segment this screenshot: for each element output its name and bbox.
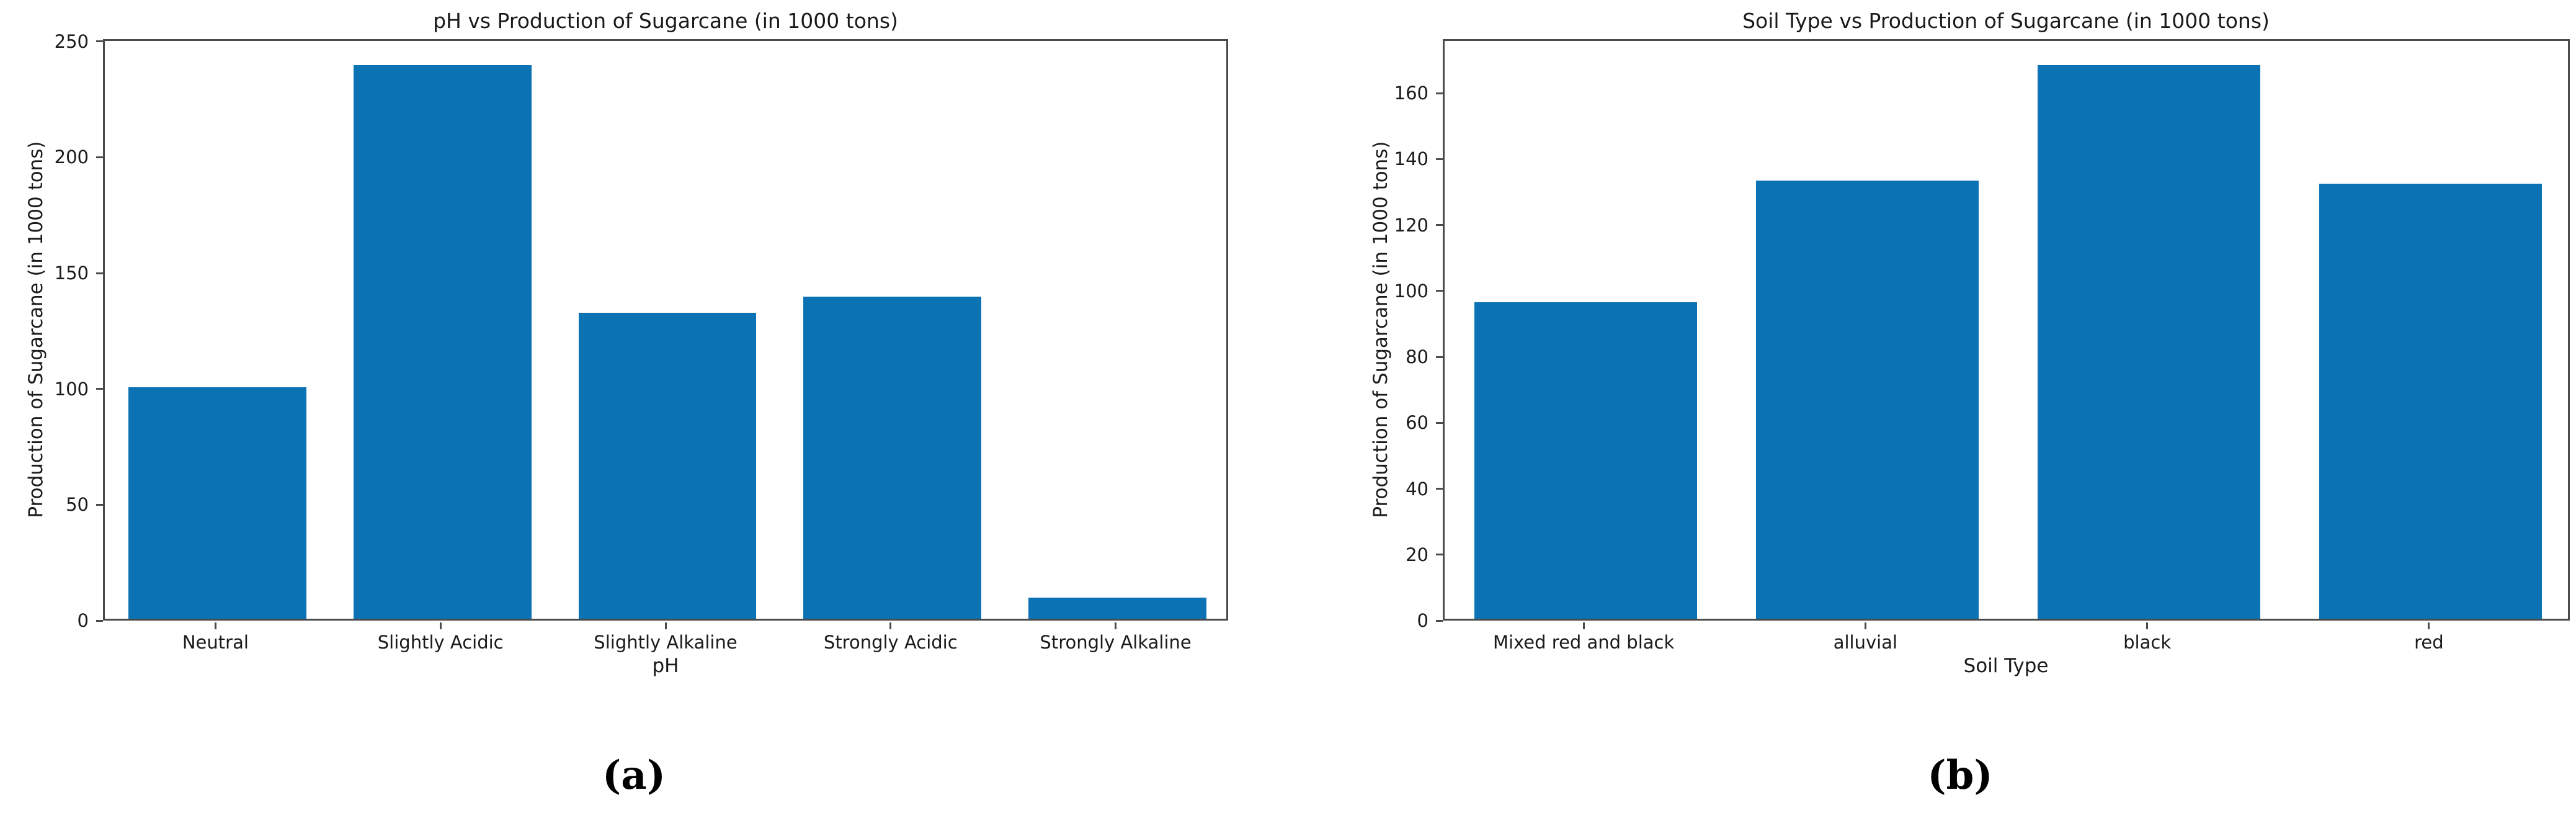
y-tick-mark: [96, 272, 103, 274]
bar-black: [2038, 65, 2261, 619]
x-tick-label: Neutral: [182, 632, 249, 653]
y-tick-label: 160: [1394, 83, 1428, 104]
x-tick-mark: [2146, 622, 2149, 629]
y-tick-label: 200: [54, 146, 89, 168]
y-tick-label: 120: [1394, 214, 1428, 236]
x-tick-mark: [214, 622, 216, 629]
x-tick-mark: [664, 622, 667, 629]
x-tick-label: Slightly Alkaline: [594, 632, 738, 653]
y-tick-mark: [1436, 356, 1443, 358]
subfigure-caption-b: (b): [1927, 752, 1993, 799]
plot-area-soil: [1443, 39, 2570, 621]
chart-title-soil: Soil Type vs Production of Sugarcane (in…: [1742, 9, 2270, 33]
x-tick-label: Strongly Alkaline: [1040, 632, 1192, 653]
y-tick-mark: [1436, 421, 1443, 424]
x-tick-mark: [1582, 622, 1585, 629]
x-tick-label: red: [2414, 632, 2444, 653]
y-tick-label: 0: [77, 610, 89, 631]
y-tick-mark: [96, 619, 103, 622]
x-axis-label-soil: Soil Type: [1963, 655, 2049, 677]
y-tick-mark: [96, 40, 103, 43]
bar-strongly-alkaline: [1028, 598, 1206, 619]
y-tick-mark: [1436, 290, 1443, 292]
y-tick-mark: [96, 503, 103, 506]
y-tick-mark: [1436, 92, 1443, 94]
y-tick-mark: [1436, 619, 1443, 622]
y-tick-label: 0: [1417, 610, 1428, 631]
y-tick-label: 60: [1406, 412, 1428, 434]
y-tick-label: 100: [54, 378, 89, 400]
x-tick-mark: [889, 622, 892, 629]
y-tick-label: 100: [1394, 280, 1428, 302]
bar-alluvial: [1755, 180, 1979, 619]
x-tick-label: black: [2123, 632, 2172, 653]
y-tick-label: 150: [54, 263, 89, 284]
x-tick-label: Strongly Acidic: [823, 632, 958, 653]
y-tick-label: 50: [66, 494, 89, 516]
bar-red: [2319, 183, 2543, 619]
y-tick-mark: [96, 156, 103, 158]
y-tick-label: 20: [1406, 544, 1428, 565]
chart-title-ph: pH vs Production of Sugarcane (in 1000 t…: [433, 9, 898, 33]
y-tick-label: 140: [1394, 148, 1428, 170]
x-tick-mark: [2428, 622, 2430, 629]
x-axis-label-ph: pH: [652, 655, 679, 677]
bar-slightly-alkaline: [578, 313, 757, 619]
x-tick-mark: [1864, 622, 1866, 629]
y-axis-label-soil: Production of Sugarcane (in 1000 tons): [1370, 141, 1392, 518]
x-tick-label: Slightly Acidic: [377, 632, 504, 653]
y-tick-mark: [1436, 554, 1443, 556]
bar-strongly-acidic: [803, 297, 982, 619]
bar-neutral: [128, 387, 306, 619]
bar-slightly-acidic: [353, 65, 532, 619]
y-tick-label: 250: [54, 30, 89, 52]
y-tick-label: 40: [1406, 478, 1428, 500]
y-tick-mark: [96, 388, 103, 390]
y-tick-mark: [1436, 158, 1443, 160]
x-tick-label: Mixed red and black: [1492, 632, 1675, 653]
bar-mixed-red-and-black: [1474, 302, 1697, 619]
x-tick-mark: [1115, 622, 1117, 629]
plot-area-ph: [103, 39, 1228, 621]
x-tick-mark: [439, 622, 442, 629]
y-tick-mark: [1436, 488, 1443, 490]
x-tick-label: alluvial: [1833, 632, 1898, 653]
y-tick-label: 80: [1406, 346, 1428, 368]
subfigure-caption-a: (a): [602, 752, 666, 799]
y-tick-mark: [1436, 224, 1443, 227]
